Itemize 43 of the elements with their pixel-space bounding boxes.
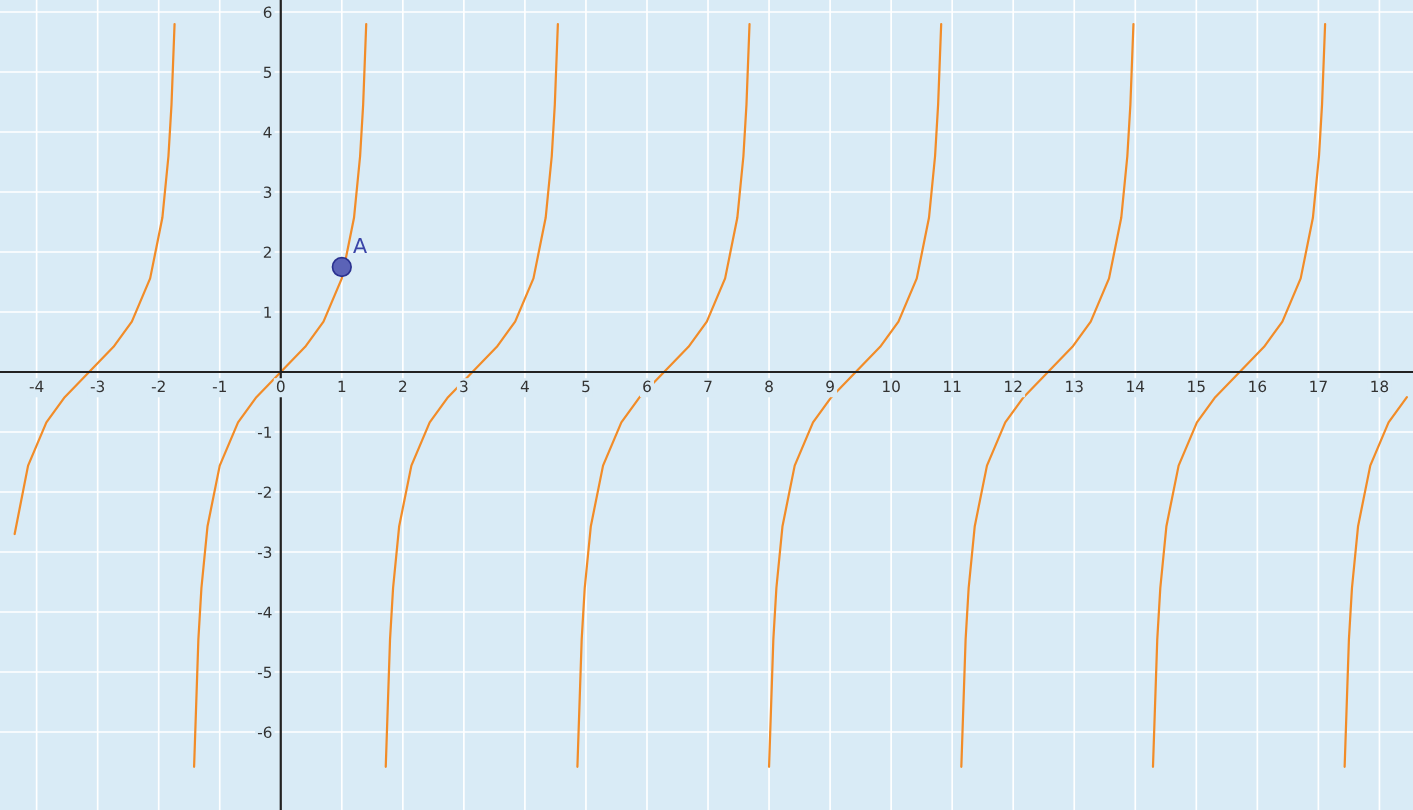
- y-tick-label: -2: [257, 486, 271, 498]
- line-series: [13, 22, 176, 536]
- y-tick-label: 3: [263, 186, 272, 199]
- y-tick-label: 2: [263, 246, 271, 258]
- x-tick-label: 16: [1249, 380, 1267, 393]
- line-series: [1151, 22, 1327, 768]
- line-series: [192, 22, 368, 768]
- x-tick-label: 1: [338, 380, 346, 392]
- x-tick-label: 8: [765, 380, 773, 393]
- line-series: [384, 22, 559, 768]
- x-tick-label: -2: [151, 380, 165, 392]
- annotation: A: [353, 237, 367, 254]
- x-tick-label: 6: [643, 380, 651, 393]
- x-tick-label: 11: [944, 380, 961, 392]
- x-tick-label: -3: [90, 380, 105, 393]
- y-tick-label: -3: [257, 546, 272, 559]
- x-tick-label: 9: [826, 380, 834, 393]
- x-tick-label: 4: [520, 380, 529, 392]
- y-tick-label: -5: [257, 666, 272, 679]
- x-tick-label: 0: [276, 380, 285, 393]
- x-tick-label: 14: [1127, 380, 1145, 392]
- x-tick-label: -4: [29, 380, 44, 392]
- x-tick-label: 17: [1310, 380, 1327, 392]
- y-tick-label: -4: [257, 606, 272, 618]
- line-series: [1343, 396, 1409, 768]
- y-tick-label: -1: [257, 426, 272, 438]
- x-tick-label: 2: [399, 380, 407, 392]
- x-tick-label: 7: [704, 380, 712, 392]
- line-series: [576, 22, 751, 768]
- x-tick-label: -1: [212, 380, 226, 392]
- x-tick-label: 10: [883, 380, 900, 393]
- x-tick-label: 5: [582, 380, 590, 393]
- x-tick-label: 3: [460, 380, 468, 393]
- x-tick-label: 13: [1066, 380, 1083, 393]
- y-tick-label: 6: [263, 6, 272, 19]
- y-tick-label: 1: [264, 306, 272, 318]
- x-tick-label: 15: [1188, 380, 1205, 393]
- x-tick-label: 12: [1005, 380, 1022, 392]
- x-tick-label: 18: [1371, 380, 1389, 393]
- y-tick-label: 5: [263, 66, 272, 79]
- line-series: [767, 22, 943, 768]
- y-tick-label: -6: [257, 726, 272, 739]
- y-tick-label: 4: [263, 126, 272, 138]
